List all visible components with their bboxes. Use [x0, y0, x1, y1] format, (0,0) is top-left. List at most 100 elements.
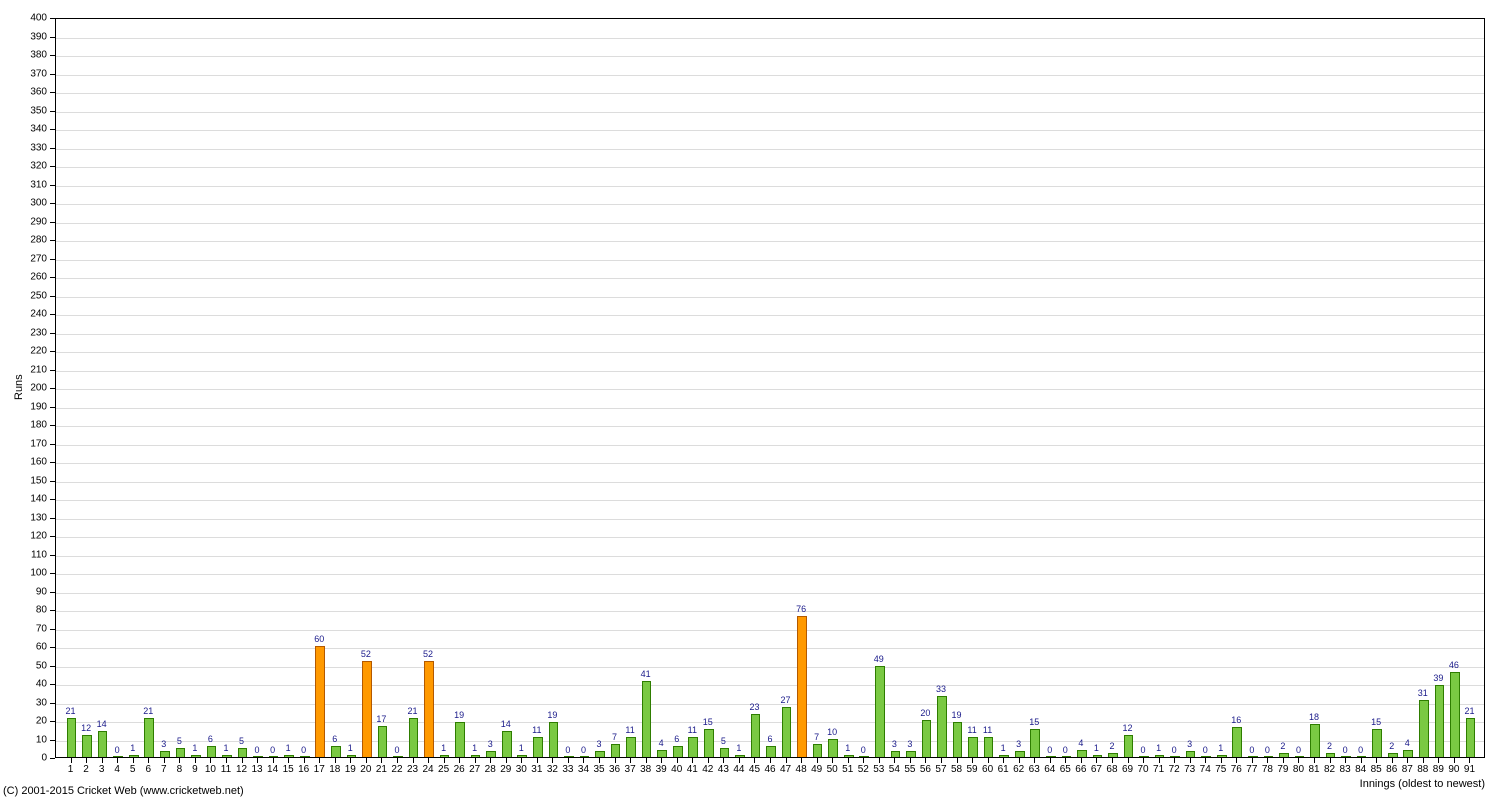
gridline	[56, 315, 1484, 316]
ytick-mark	[50, 351, 55, 352]
xtick-mark	[801, 758, 802, 763]
gridline	[56, 223, 1484, 224]
xtick-label: 90	[1448, 764, 1459, 775]
ytick-label: 390	[0, 31, 47, 42]
ytick-label: 360	[0, 87, 47, 98]
bar	[517, 755, 527, 757]
xtick-mark	[692, 758, 693, 763]
bar	[595, 751, 605, 757]
bar	[533, 737, 543, 757]
x-axis-title: Innings (oldest to newest)	[1360, 778, 1485, 790]
bar	[1279, 753, 1289, 757]
xtick-mark	[1034, 758, 1035, 763]
gridline	[56, 593, 1484, 594]
bar-value-label: 0	[1172, 745, 1177, 755]
xtick-label: 31	[531, 764, 542, 775]
xtick-mark	[210, 758, 211, 763]
bar-value-label: 0	[565, 745, 570, 755]
bar-value-label: 0	[270, 745, 275, 755]
ytick-label: 320	[0, 161, 47, 172]
bar-value-label: 1	[223, 743, 228, 753]
bar	[176, 748, 186, 757]
bar-value-label: 1	[1156, 743, 1161, 753]
bar-value-label: 19	[952, 710, 962, 720]
bar-value-label: 6	[208, 734, 213, 744]
xtick-mark	[273, 758, 274, 763]
xtick-mark	[1205, 758, 1206, 763]
xtick-label: 24	[422, 764, 433, 775]
xtick-mark	[1407, 758, 1408, 763]
gridline	[56, 38, 1484, 39]
ytick-mark	[50, 166, 55, 167]
xtick-label: 28	[485, 764, 496, 775]
ytick-label: 120	[0, 531, 47, 542]
bar-value-label: 17	[376, 714, 386, 724]
bar-value-label: 3	[1016, 739, 1021, 749]
bar-value-label: 0	[1296, 745, 1301, 755]
bar	[1341, 756, 1351, 757]
gridline	[56, 482, 1484, 483]
bar-value-label: 27	[781, 695, 791, 705]
xtick-label: 42	[702, 764, 713, 775]
bar	[688, 737, 698, 757]
ytick-label: 140	[0, 494, 47, 505]
xtick-label: 48	[796, 764, 807, 775]
credit-text: (C) 2001-2015 Cricket Web (www.cricketwe…	[3, 785, 244, 797]
ytick-label: 170	[0, 438, 47, 449]
gridline	[56, 685, 1484, 686]
bar-value-label: 4	[659, 738, 664, 748]
ytick-mark	[50, 592, 55, 593]
ytick-mark	[50, 111, 55, 112]
ytick-label: 370	[0, 68, 47, 79]
bar	[238, 748, 248, 757]
ytick-mark	[50, 203, 55, 204]
ytick-mark	[50, 55, 55, 56]
bar	[999, 755, 1009, 757]
ytick-label: 130	[0, 512, 47, 523]
bar	[906, 751, 916, 757]
bar-value-label: 2	[1327, 741, 1332, 751]
ytick-label: 30	[0, 697, 47, 708]
bar-value-label: 2	[1280, 741, 1285, 751]
ytick-mark	[50, 277, 55, 278]
xtick-label: 89	[1433, 764, 1444, 775]
gridline	[56, 149, 1484, 150]
ytick-mark	[50, 684, 55, 685]
xtick-label: 22	[391, 764, 402, 775]
bar	[1155, 755, 1165, 757]
bar-value-label: 33	[936, 684, 946, 694]
xtick-mark	[863, 758, 864, 763]
ytick-mark	[50, 703, 55, 704]
bar-value-label: 6	[674, 734, 679, 744]
ytick-label: 150	[0, 475, 47, 486]
gridline	[56, 56, 1484, 57]
bar	[440, 755, 450, 757]
bar-value-label: 1	[286, 743, 291, 753]
ytick-label: 100	[0, 568, 47, 579]
xtick-mark	[723, 758, 724, 763]
ytick-label: 230	[0, 327, 47, 338]
ytick-label: 380	[0, 50, 47, 61]
bar	[284, 755, 294, 757]
ytick-label: 340	[0, 124, 47, 135]
xtick-mark	[1081, 758, 1082, 763]
xtick-label: 1	[68, 764, 74, 775]
gridline	[56, 93, 1484, 94]
xtick-label: 50	[827, 764, 838, 775]
xtick-label: 80	[1293, 764, 1304, 775]
bar	[844, 755, 854, 757]
xtick-label: 21	[376, 764, 387, 775]
ytick-mark	[50, 666, 55, 667]
xtick-mark	[1252, 758, 1253, 763]
xtick-mark	[739, 758, 740, 763]
ytick-mark	[50, 333, 55, 334]
bar	[331, 746, 341, 757]
bar-value-label: 0	[1358, 745, 1363, 755]
gridline	[56, 260, 1484, 261]
bar	[1450, 672, 1460, 757]
xtick-mark	[475, 758, 476, 763]
bar	[362, 661, 372, 757]
gridline	[56, 537, 1484, 538]
xtick-label: 66	[1075, 764, 1086, 775]
bar-value-label: 0	[581, 745, 586, 755]
